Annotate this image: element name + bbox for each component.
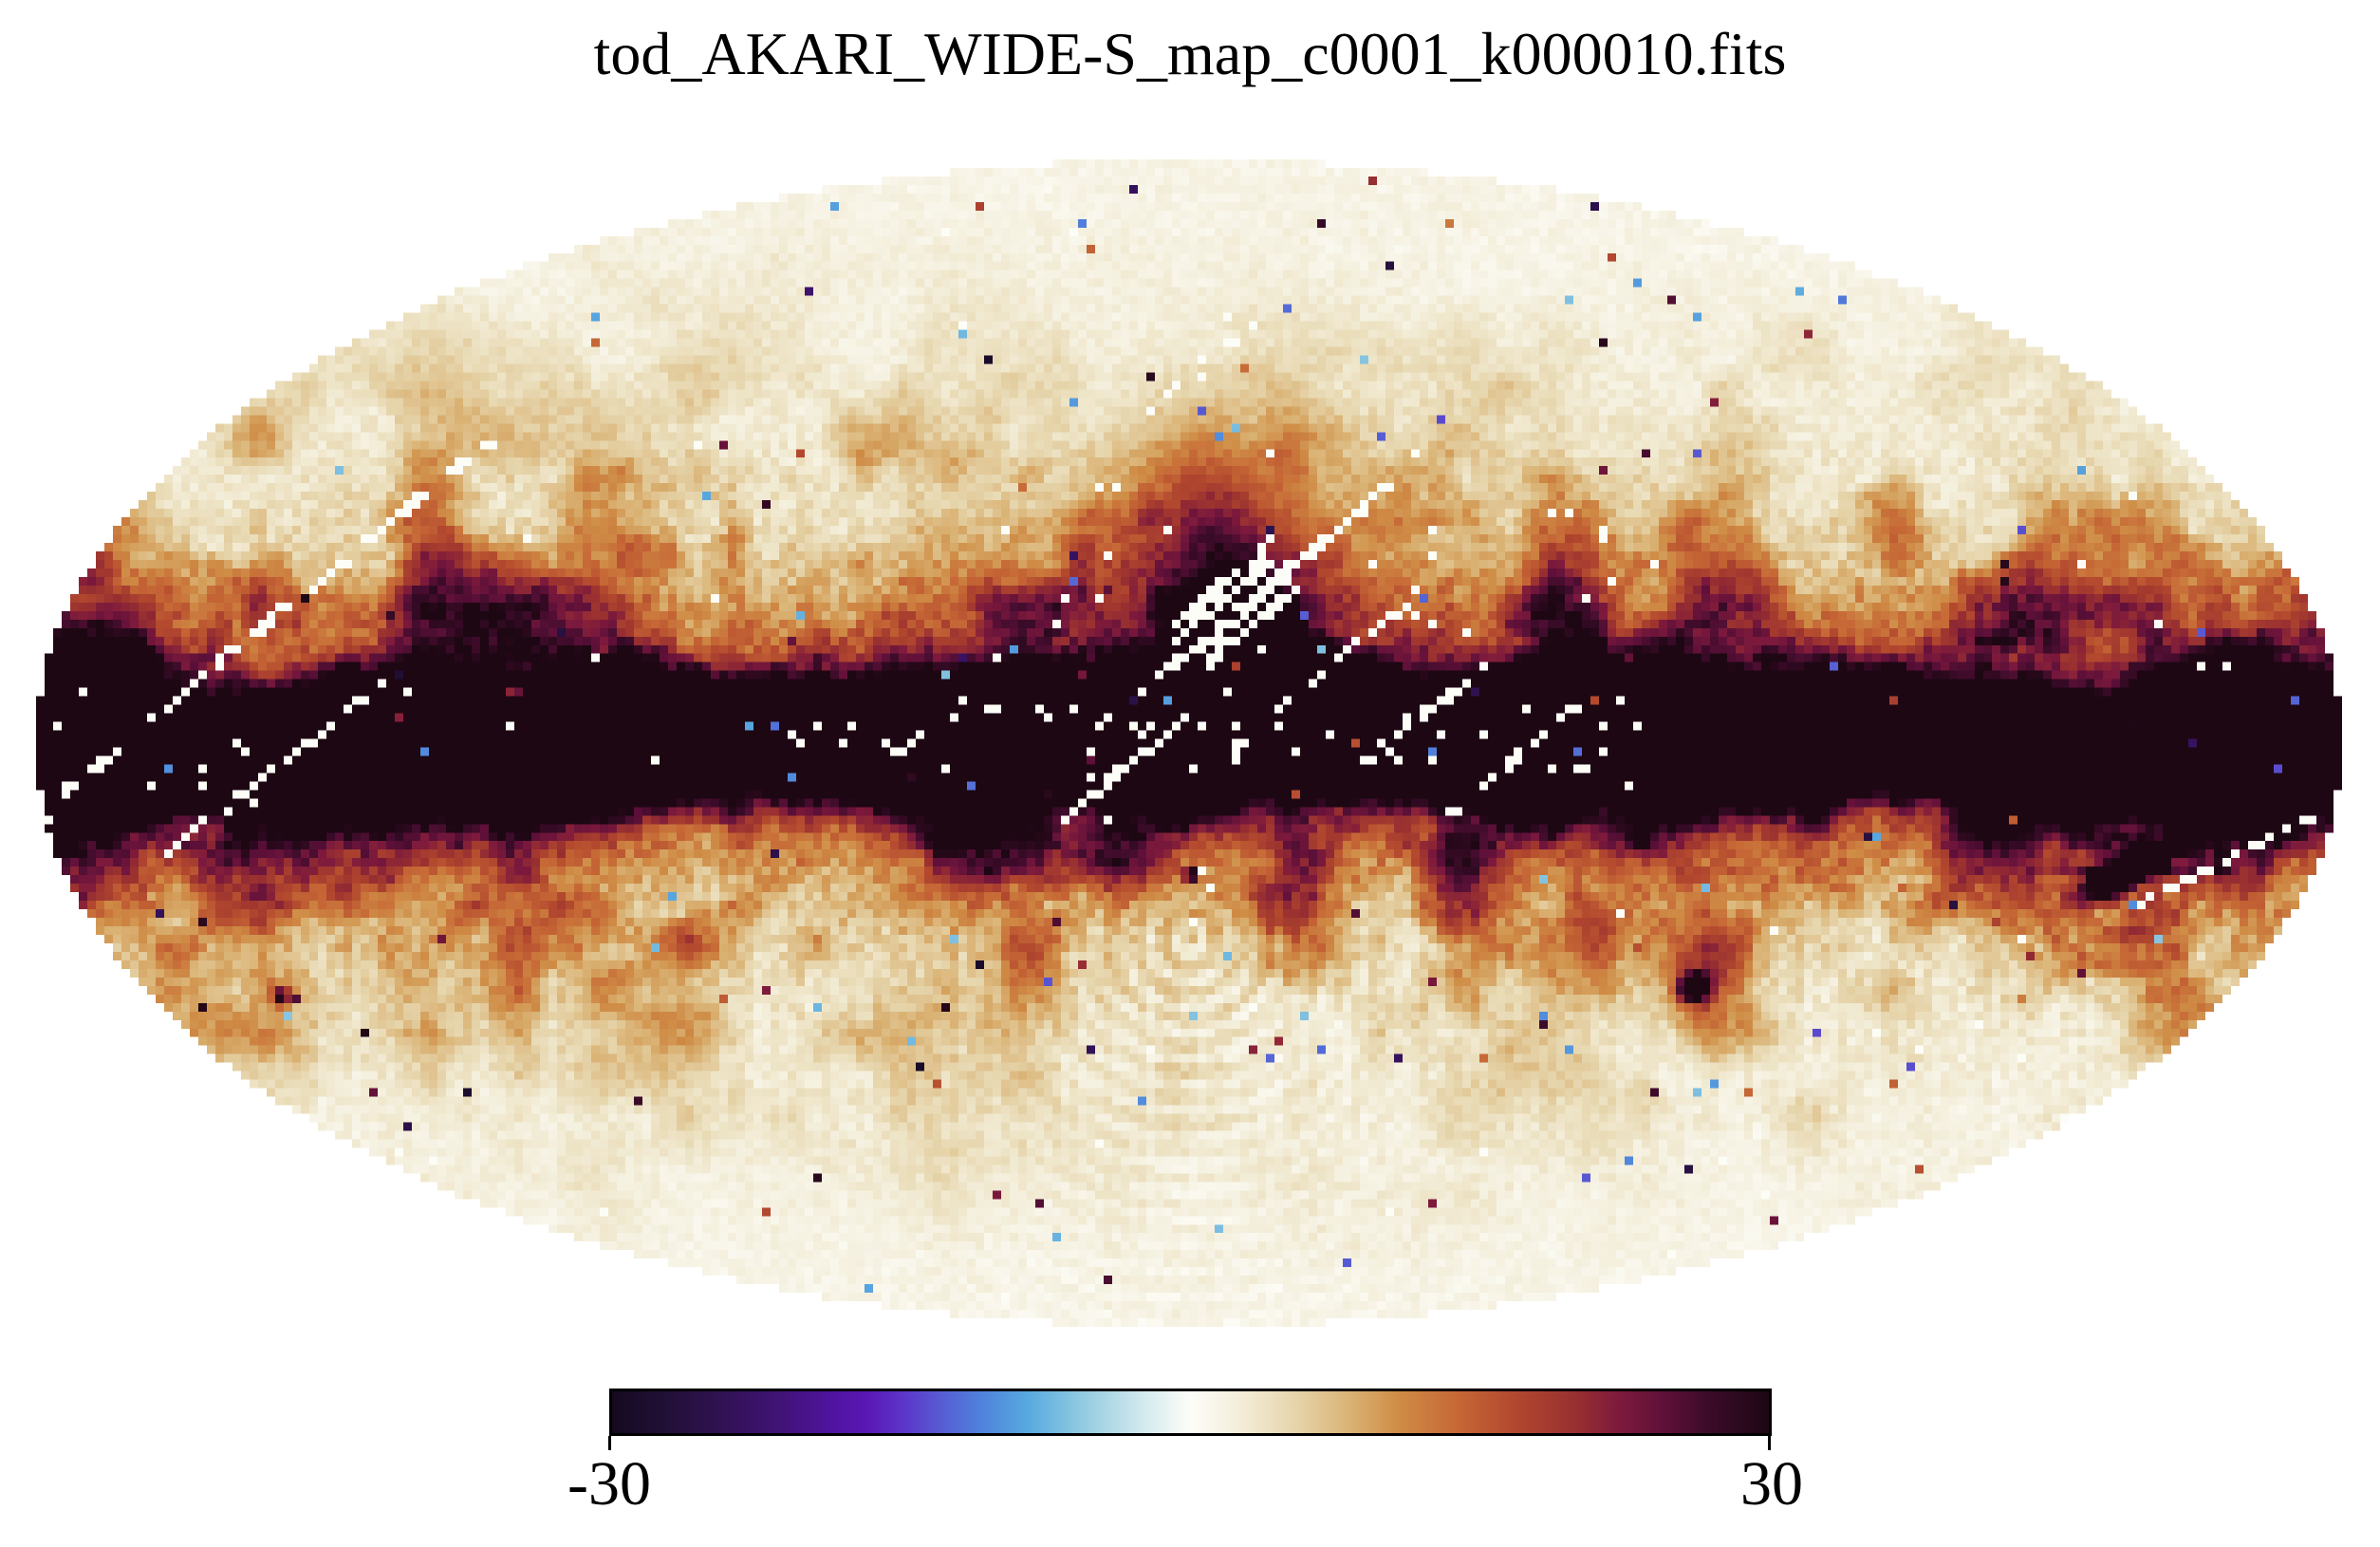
figure-title: tod_AKARI_WIDE-S_map_c0001_k000010.fits (593, 20, 1787, 87)
colorbar-tick-label-max: 30 (1740, 1449, 1803, 1519)
colorbar-gradient (609, 1389, 1772, 1436)
colorbar-tick-max (1768, 1436, 1771, 1450)
colorbar-tick-min (608, 1436, 611, 1450)
colorbar-tick-label-min: -30 (567, 1449, 651, 1519)
sky-map-canvas (36, 159, 2342, 1327)
